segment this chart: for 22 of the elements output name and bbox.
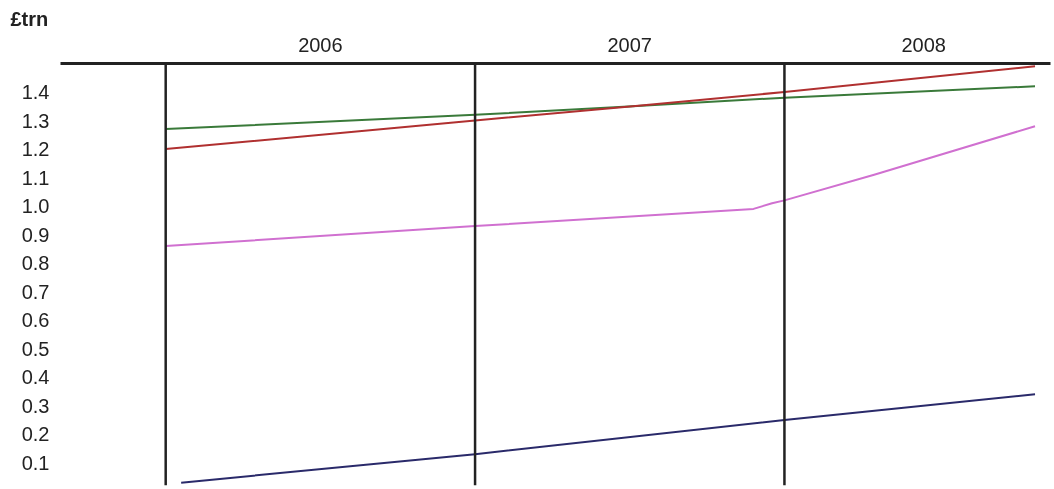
x-tick-label: 2008 [901, 33, 946, 56]
y-tick-label: 0.9 [21, 223, 50, 246]
y-tick-label: 0.6 [21, 309, 50, 332]
x-tick-label: 2007 [607, 33, 652, 56]
y-tick-label: 0.7 [21, 280, 50, 303]
y-tick-label: 0.8 [21, 252, 50, 275]
x-tick-label: 2006 [298, 33, 343, 56]
y-tick-label: 0.2 [21, 423, 50, 446]
line-series [180, 393, 1037, 484]
y-tick-label: 0.5 [21, 337, 50, 360]
y-tick-label: 1.3 [21, 109, 50, 132]
y-tick-label: 1.2 [21, 138, 50, 161]
y-tick-label: 0.1 [21, 451, 50, 474]
line-series [164, 65, 1037, 151]
y-tick-label: 0.4 [21, 366, 50, 389]
y-axis-title: £trn [10, 7, 49, 30]
y-tick-label: 1.1 [21, 166, 50, 189]
y-tick-label: 0.3 [21, 394, 50, 417]
line-series [164, 125, 1037, 247]
y-tick-label: 1.0 [21, 195, 50, 218]
line-series [164, 85, 1037, 131]
y-tick-label: 1.4 [21, 81, 50, 104]
